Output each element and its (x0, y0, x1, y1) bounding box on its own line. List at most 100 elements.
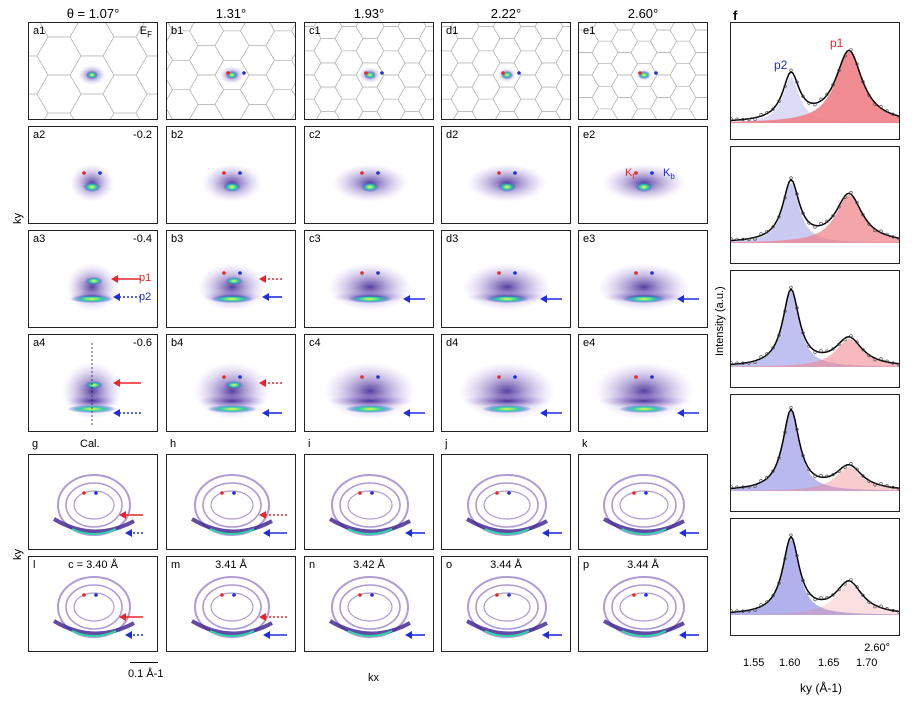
arpes-panel-a4: a4 -0.6 (28, 334, 158, 432)
p2-arrow (263, 529, 287, 537)
x-tick-3: 1.65 (818, 657, 840, 669)
kb-dot (98, 171, 102, 175)
arpes-panel-e2: e2 Kt Kb (578, 126, 708, 224)
p2-arrow (403, 295, 425, 303)
calc-panel- (578, 454, 708, 550)
p2-arrow (113, 409, 141, 417)
calc-panel-n: n 3.42 Å (304, 556, 434, 652)
kt-dot (82, 171, 86, 175)
calc-label-i: i (308, 438, 311, 450)
panel-note: c = 3.40 Å (68, 559, 118, 571)
p2-arrow (263, 631, 287, 639)
p1-arrow (119, 613, 143, 621)
panel-label: a3 (33, 233, 46, 245)
kb-dot (644, 491, 648, 495)
calc-label-h: h (170, 438, 177, 450)
kb-dot (376, 271, 380, 275)
kb-dot (238, 271, 242, 275)
kt-dot (632, 593, 636, 597)
calc-panel- (166, 454, 296, 550)
arpes-panel-c3: c3 (304, 230, 434, 328)
p2-arrow (542, 631, 562, 639)
panel-label: c2 (309, 129, 321, 141)
kt-dot (360, 171, 364, 175)
kt-dot (501, 71, 505, 75)
calc-panel-m: m 3.41 Å (166, 556, 296, 652)
kt-dot (360, 375, 364, 379)
kb-dot (376, 375, 380, 379)
lineshape-panel-4 (730, 394, 900, 512)
kt-label: Kt (625, 167, 635, 182)
kt-dot (222, 271, 226, 275)
kt-dot (358, 491, 362, 495)
panel-label: c1 (309, 25, 321, 37)
p2-arrow (405, 529, 425, 537)
ky-axis-label-bottom: ky (12, 549, 24, 560)
p1-arrow (119, 511, 143, 519)
arpes-panel-c1: c1 (304, 22, 434, 120)
p2-arrow (262, 409, 282, 417)
kb-dot (94, 491, 98, 495)
panel-label: d3 (446, 233, 459, 245)
x-tick-4: 1.70 (856, 657, 878, 669)
kb-dot (650, 271, 654, 275)
p1-arrow (259, 379, 282, 387)
p2-arrow (262, 293, 282, 301)
kt-dot (497, 171, 501, 175)
p2-arrow (113, 293, 141, 301)
lineshape-panel-5 (730, 518, 900, 636)
column-title-1: θ = 1.07° (66, 6, 120, 21)
p2-arrow (542, 529, 562, 537)
arpes-panel-d1: d1 (441, 22, 571, 120)
kb-dot (650, 375, 654, 379)
arpes-panel-e3: e3 (578, 230, 708, 328)
x-tick-1: 1.55 (743, 657, 765, 669)
panel-label: d2 (446, 129, 459, 141)
calc-panel- (28, 454, 158, 550)
kt-dot (497, 375, 501, 379)
arpes-panel-c4: c4 (304, 334, 434, 432)
kt-dot (634, 375, 638, 379)
panel-label: d4 (446, 337, 459, 349)
p1-arrow (111, 275, 141, 283)
p1-arrow (259, 613, 287, 621)
kt-dot (220, 491, 224, 495)
calc-note: Cal. (80, 438, 100, 450)
x-tick-2: 1.60 (779, 657, 801, 669)
panel-label: b2 (171, 129, 184, 141)
panel-label: n (309, 559, 316, 571)
calc-panel-o: o 3.44 Å (441, 556, 571, 652)
arpes-panel-b2: b2 (166, 126, 296, 224)
kb-dot (238, 375, 242, 379)
panel-label: a4 (33, 337, 46, 349)
arpes-panel-a3: a3 -0.4 p1 p2 (28, 230, 158, 328)
p2-arrow (677, 409, 699, 417)
column-title-4: 2.22° (490, 6, 522, 21)
energy-label: -0.6 (133, 337, 152, 349)
calc-panel- (304, 454, 434, 550)
panel-f-label: f (733, 8, 738, 23)
p2-arrow (679, 631, 699, 639)
column-title-2: 1.31° (215, 6, 247, 21)
kb-dot (94, 593, 98, 597)
kb-dot (370, 491, 374, 495)
energy-label: -0.2 (133, 129, 152, 141)
kb-dot (513, 171, 517, 175)
kt-dot (222, 171, 226, 175)
kt-dot (82, 593, 86, 597)
p2-arrow (677, 295, 699, 303)
panel-label: c3 (309, 233, 321, 245)
panel-label: b4 (171, 337, 184, 349)
p2-arrow (403, 409, 425, 417)
panel-note: 3.44 Å (627, 559, 659, 571)
ky-axis-label-top: ky (12, 213, 24, 224)
p1-arrow (259, 511, 287, 519)
kb-dot (242, 71, 246, 75)
panel-label: e2 (583, 129, 596, 141)
energy-label: -0.4 (133, 233, 152, 245)
kb-dot (232, 491, 236, 495)
panel-label: o (446, 559, 453, 571)
column-title-5: 2.60° (627, 6, 659, 21)
panel-label: a2 (33, 129, 46, 141)
arpes-panel-e1: e1 (578, 22, 708, 120)
